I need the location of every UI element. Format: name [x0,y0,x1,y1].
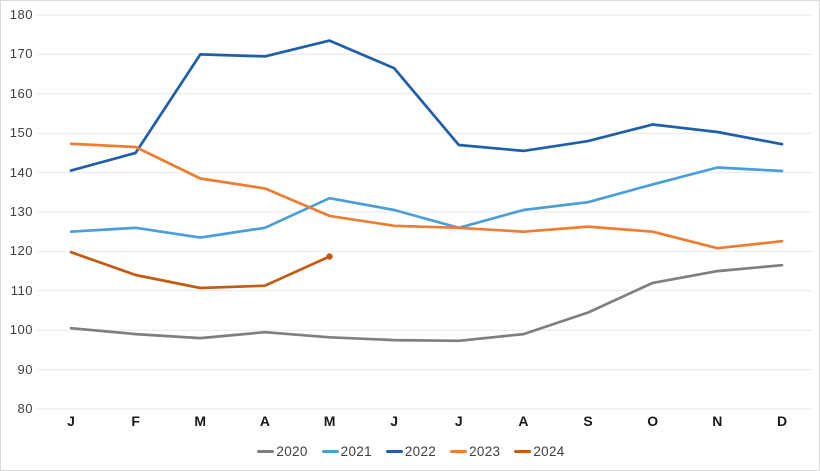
legend-item-2020: 2020 [257,444,307,459]
x-tick-label-5: M [323,413,336,429]
series-line-2024 [69,250,331,290]
legend-swatch-2022 [385,449,403,453]
legend-item-2024: 2024 [514,444,564,459]
series-line-2021 [69,166,784,239]
series-endpoint-2024 [326,253,333,260]
x-tick-label-3: M [194,413,207,429]
y-tick-label-180: 180 [9,7,33,22]
y-tick-label-100: 100 [9,322,33,338]
series-line-2022 [69,39,784,172]
y-tick-label-90: 90 [17,361,33,377]
legend-swatch-2020 [257,449,275,453]
legend-item-2022: 2022 [385,443,437,459]
legend-item-2021: 2021 [321,443,372,459]
x-tick-label-9: S [583,413,593,429]
legend-label-2020: 2020 [276,443,308,459]
x-tick-label-12: D [776,413,788,429]
x-tick-label-2: F [131,413,140,429]
legend: 2020 2021 2022 2023 2024 [1,441,819,461]
series-line-2020 [69,263,784,343]
x-tick-label-7: J [454,413,463,429]
x-tick-label-8: A [518,413,529,429]
x-tick-label-10: O [647,413,659,429]
x-tick-label-4: A [259,413,270,429]
y-tick-label-120: 120 [9,243,33,259]
x-tick-label-1: J [67,413,75,429]
series-line-2023 [69,142,784,250]
legend-swatch-2023 [450,449,468,453]
y-tick-label-80: 80 [17,401,33,416]
y-tick-label-150: 150 [9,125,33,141]
legend-item-2023: 2023 [450,444,500,459]
x-tick-label-11: N [712,413,723,429]
x-tick-label-6: J [390,413,399,429]
legend-label-2023: 2023 [469,443,501,459]
y-tick-label-130: 130 [9,204,33,219]
legend-label-2021: 2021 [340,443,372,459]
y-tick-label-140: 140 [9,164,33,180]
y-tick-label-170: 170 [9,46,33,62]
y-tick-label-110: 110 [10,282,33,298]
legend-label-2022: 2022 [404,443,437,459]
legend-swatch-2021 [321,449,339,453]
y-tick-label-160: 160 [9,85,33,101]
legend-label-2024: 2024 [533,443,565,459]
legend-swatch-2024 [514,449,532,453]
